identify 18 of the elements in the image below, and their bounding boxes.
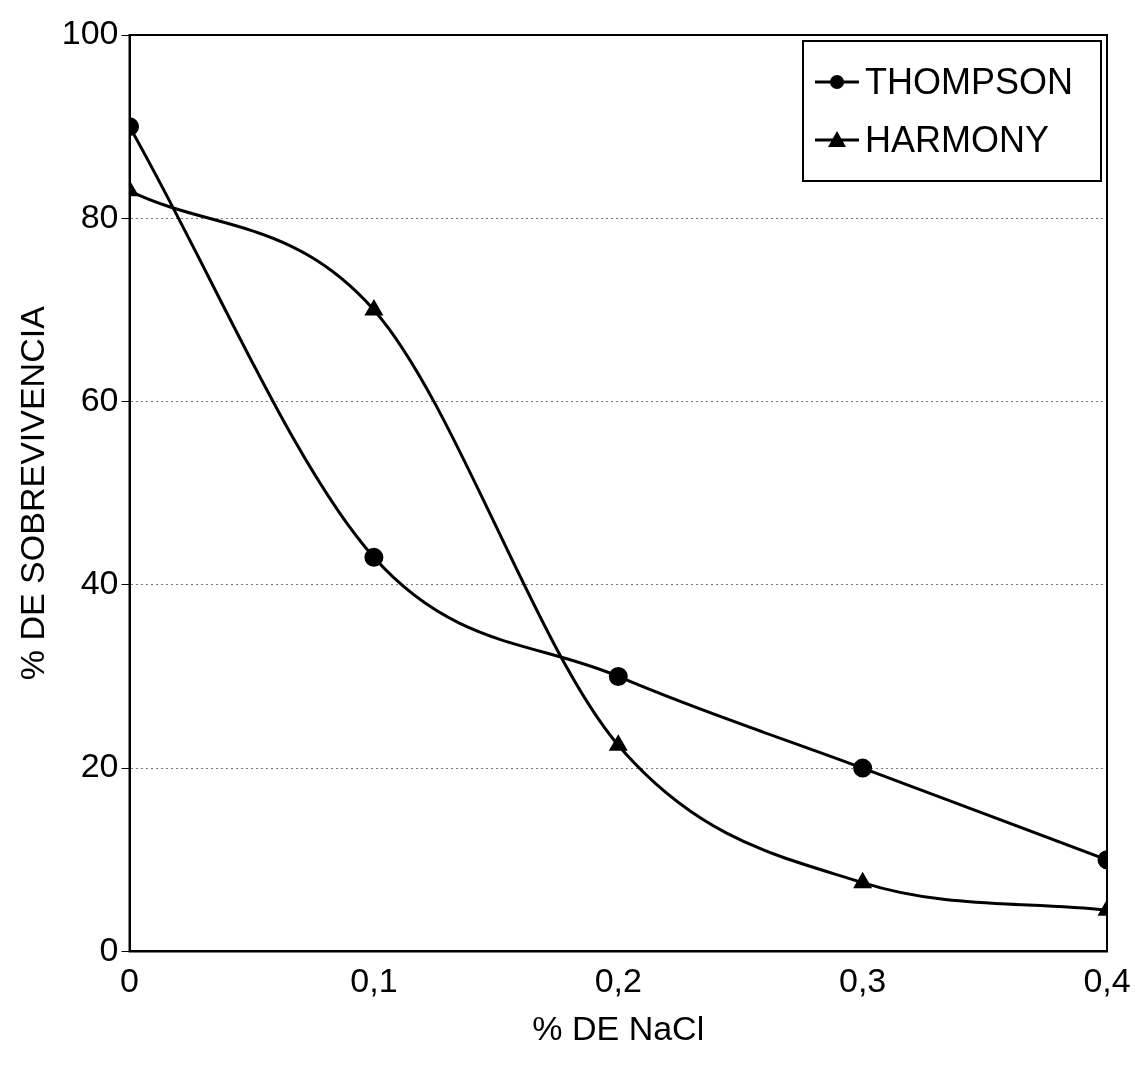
y-axis-title: % DE SOBREVIVENCIA bbox=[12, 305, 51, 681]
x-axis-title: % DE NaCl bbox=[532, 1008, 705, 1047]
y-tick-label: 40 bbox=[80, 563, 119, 602]
legend-label: THOMPSON bbox=[865, 60, 1074, 102]
x-tick-label: 0,2 bbox=[594, 961, 642, 1000]
x-tick-label: 0,4 bbox=[1083, 961, 1131, 1000]
point bbox=[364, 547, 384, 567]
x-tick-label: 0,1 bbox=[350, 961, 398, 1000]
y-tick-label: 60 bbox=[80, 379, 119, 418]
y-tick-label: 20 bbox=[80, 746, 119, 785]
point bbox=[365, 300, 383, 316]
y-tick-label: 0 bbox=[99, 929, 119, 968]
point bbox=[608, 666, 628, 686]
x-tick-label: 0,3 bbox=[839, 961, 887, 1000]
point bbox=[609, 735, 627, 751]
legend-label: HARMONY bbox=[865, 118, 1050, 160]
y-tick-label: 80 bbox=[80, 196, 119, 235]
y-tick-label: 100 bbox=[61, 13, 119, 52]
